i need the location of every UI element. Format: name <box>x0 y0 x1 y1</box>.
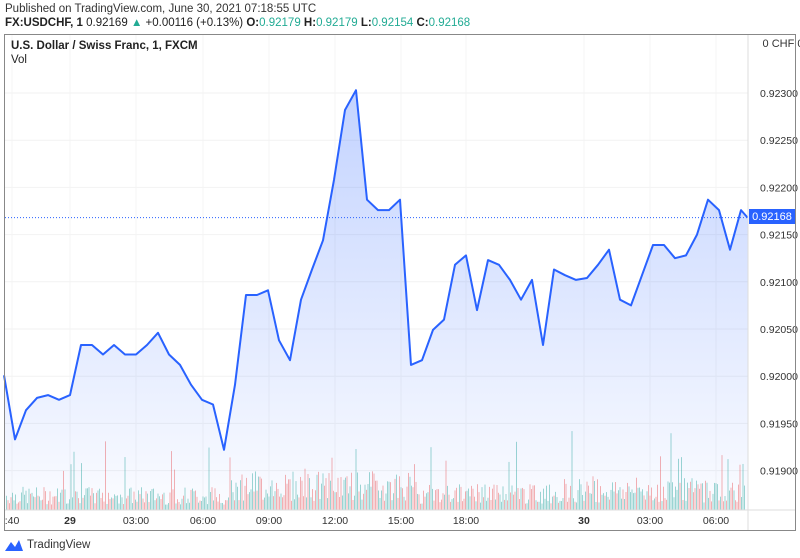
legend-volume: Vol <box>11 54 27 66</box>
x-tick-label: 15:00 <box>388 515 414 527</box>
close-label: C: <box>416 17 429 29</box>
x-tick-label: 30 <box>578 515 590 527</box>
y-tick-label: 0.92100 <box>760 277 798 289</box>
price-area-fill <box>4 90 748 510</box>
price-axis[interactable]: 0.92300 0.92250 0.92200 0.92150 0.92100 0.920… <box>760 88 798 478</box>
x-tick-label: 09:00 <box>256 515 282 527</box>
x-tick-label: 12:00 <box>322 515 348 527</box>
high-label: H: <box>303 17 317 29</box>
x-tick-label: 18:00 <box>453 515 479 527</box>
high-value: 0.92179 <box>316 17 358 29</box>
y-tick-label: 0.92250 <box>760 135 798 147</box>
price-line <box>3 89 749 451</box>
current-price-label: 0.92168 <box>752 211 792 223</box>
x-tick-label: :40 <box>5 515 20 527</box>
y-tick-label: 0.92050 <box>760 324 798 336</box>
y-tick-label: 0.92200 <box>760 182 798 194</box>
brand-label: TradingView <box>27 539 91 551</box>
chart-frame <box>4 34 796 531</box>
y-tick-label: 0.91900 <box>760 466 798 478</box>
tradingview-logo-icon <box>5 540 23 551</box>
chart-legend: U.S. Dollar / Swiss Franc, 1, FXCM Vol <box>11 40 198 66</box>
open-value: 0.92179 <box>259 17 301 29</box>
price-change: +0.00116 (+0.13%) <box>145 17 244 29</box>
y-tick-label: 0.92000 <box>760 371 798 383</box>
up-arrow-icon: ▲ <box>130 17 143 29</box>
time-axis[interactable]: :40 29 03:00 06:00 09:00 12:00 15:00 18:00 30 03:… <box>5 515 730 527</box>
published-note: Published on TradingView.com, June 30, 2… <box>5 3 317 15</box>
x-tick-label: 03:00 <box>637 515 663 527</box>
low-value: 0.92154 <box>371 17 414 29</box>
y-tick-label: 0.92150 <box>760 230 798 242</box>
legend-title: U.S. Dollar / Swiss Franc, 1, FXCM <box>11 40 198 52</box>
x-tick-label: 06:00 <box>703 515 729 527</box>
symbol-name: FX:USDCHF, 1 <box>5 17 83 29</box>
x-tick-label: 06:00 <box>190 515 216 527</box>
tradingview-brand[interactable]: TradingView <box>4 538 90 552</box>
current-price-badge <box>749 209 795 224</box>
symbol-header: FX:USDCHF, 1 0.92169 ▲ +0.00116 (+0.13%)… <box>5 17 470 29</box>
close-value: 0.92168 <box>428 17 471 29</box>
last-price: 0.92169 <box>86 17 128 29</box>
y-tick-label: 0.91950 <box>760 418 798 430</box>
x-tick-label: 03:00 <box>123 515 149 527</box>
y-tick-label: 0.92300 <box>760 88 798 100</box>
currency-label[interactable]: 0 CHF 0 <box>763 38 800 50</box>
low-label: L: <box>360 17 372 29</box>
x-tick-label: 29 <box>64 515 76 527</box>
open-label: O: <box>246 17 260 29</box>
